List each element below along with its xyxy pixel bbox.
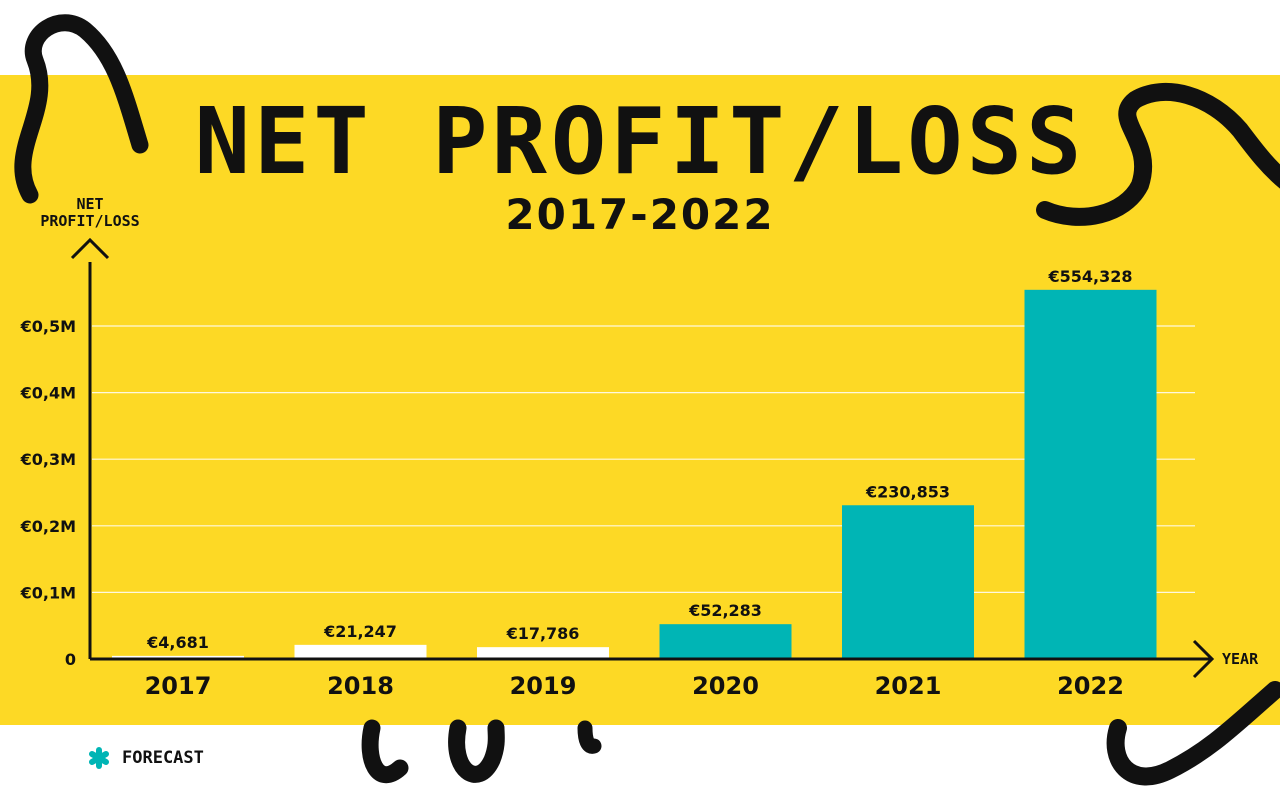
y-axis-arrow [70, 237, 110, 260]
bar [294, 644, 427, 659]
x-tick-label: 2020 [692, 672, 759, 700]
legend-label-forecast: FORECAST [122, 748, 204, 768]
x-axis-label: YEAR [1222, 650, 1259, 668]
data-label: €554,328 [1047, 267, 1132, 286]
legend: FORECAST [88, 747, 204, 769]
y-tick-label: €0,1M [20, 583, 76, 602]
y-axis-label: NET PROFIT/LOSS [40, 195, 140, 230]
data-label: €17,786 [506, 624, 580, 643]
bar [1024, 289, 1157, 659]
chart-subtitle: 2017-2022 [505, 190, 775, 239]
asterisk-icon [89, 747, 109, 769]
data-label: €4,681 [146, 633, 209, 652]
bar [659, 624, 792, 659]
chart-title: NET PROFIT/LOSS [194, 88, 1086, 195]
data-label: €230,853 [865, 482, 950, 501]
y-tick-label: €0,4M [20, 384, 76, 403]
bar [842, 505, 974, 659]
y-tick-label: 0 [65, 650, 76, 669]
y-tick-label: €0,2M [20, 517, 76, 536]
x-tick-label: 2021 [875, 672, 942, 700]
x-axis-arrow [1192, 639, 1215, 679]
data-label: €21,247 [323, 622, 397, 641]
x-tick-label: 2022 [1057, 672, 1124, 700]
data-label: €52,283 [688, 601, 762, 620]
x-tick-label: 2017 [145, 672, 212, 700]
y-tick-label: €0,3M [20, 450, 76, 469]
bar [477, 647, 609, 659]
x-tick-label: 2019 [510, 672, 577, 700]
x-tick-label: 2018 [327, 672, 394, 700]
bar [112, 655, 244, 659]
y-tick-label: €0,5M [20, 317, 76, 336]
